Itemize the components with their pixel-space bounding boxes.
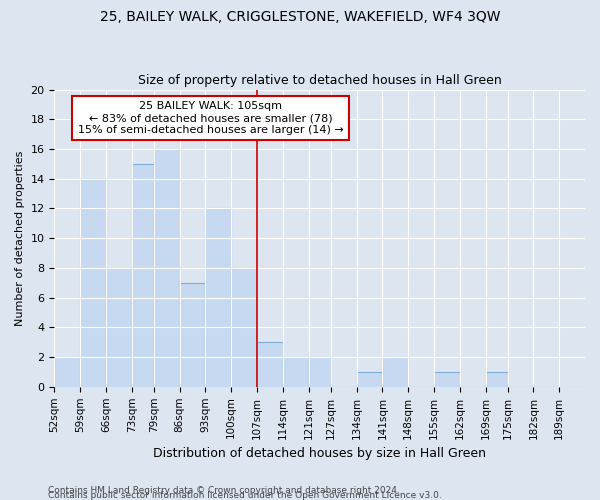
Bar [154, 149, 179, 387]
Text: Contains public sector information licensed under the Open Government Licence v3: Contains public sector information licen… [48, 491, 442, 500]
Bar [356, 372, 382, 387]
Bar [179, 283, 205, 387]
Text: 25, BAILEY WALK, CRIGGLESTONE, WAKEFIELD, WF4 3QW: 25, BAILEY WALK, CRIGGLESTONE, WAKEFIELD… [100, 10, 500, 24]
Bar [205, 208, 231, 387]
Bar [257, 342, 283, 387]
Title: Size of property relative to detached houses in Hall Green: Size of property relative to detached ho… [138, 74, 502, 87]
Text: Contains HM Land Registry data © Crown copyright and database right 2024.: Contains HM Land Registry data © Crown c… [48, 486, 400, 495]
Bar [485, 372, 508, 387]
Y-axis label: Number of detached properties: Number of detached properties [15, 150, 25, 326]
Bar [132, 164, 154, 387]
Bar [231, 268, 257, 387]
Bar [106, 268, 132, 387]
Text: 25 BAILEY WALK: 105sqm
← 83% of detached houses are smaller (78)
15% of semi-det: 25 BAILEY WALK: 105sqm ← 83% of detached… [78, 102, 344, 134]
Bar [382, 357, 408, 387]
X-axis label: Distribution of detached houses by size in Hall Green: Distribution of detached houses by size … [153, 447, 486, 460]
Bar [434, 372, 460, 387]
Bar [55, 357, 80, 387]
Bar [80, 178, 106, 387]
Bar [308, 357, 331, 387]
Bar [283, 357, 308, 387]
